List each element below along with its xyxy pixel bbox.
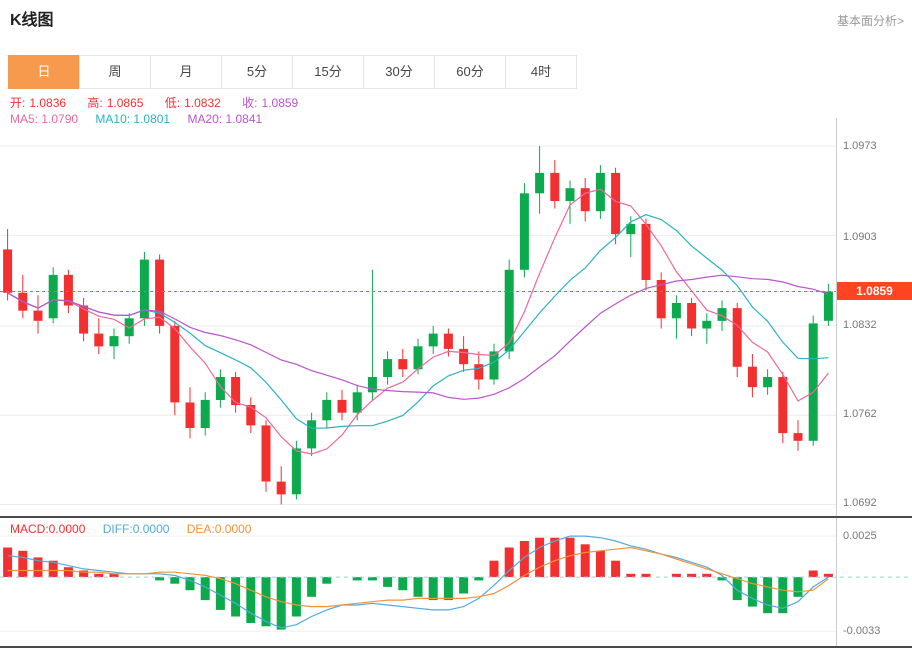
open-value: 1.0836 bbox=[29, 96, 67, 110]
diff-value: DIFF:0.0000 bbox=[102, 522, 170, 536]
current-price-badge: 1.0859 bbox=[837, 282, 912, 300]
macd-axis-label: 0.0025 bbox=[843, 530, 877, 542]
page-title: K线图 bbox=[10, 12, 54, 29]
period-tabs: 日 周 月 5分 15分 30分 60分 4时 bbox=[8, 55, 577, 89]
ma10-readout: MA10: 1.0801 bbox=[95, 112, 171, 126]
high-value: 1.0865 bbox=[106, 96, 144, 110]
macd-value: MACD:0.0000 bbox=[10, 522, 86, 536]
close-label: 收: bbox=[242, 96, 258, 110]
tab-60min[interactable]: 60分 bbox=[434, 55, 506, 89]
bottom-border bbox=[0, 646, 912, 648]
ma-readout: MA5: 1.0790 MA10: 1.0801 MA20: 1.0841 bbox=[10, 112, 276, 126]
tab-daily[interactable]: 日 bbox=[8, 55, 80, 89]
macd-chart[interactable] bbox=[0, 518, 912, 646]
price-axis-label: 1.0973 bbox=[843, 140, 877, 152]
tab-5min[interactable]: 5分 bbox=[221, 55, 293, 89]
high-label: 高: bbox=[87, 96, 103, 110]
price-axis-label: 1.0903 bbox=[843, 231, 877, 243]
fundamental-analysis-link[interactable]: 基本面分析> bbox=[836, 14, 904, 28]
price-axis-label: 1.0692 bbox=[843, 497, 877, 509]
tab-30min[interactable]: 30分 bbox=[363, 55, 435, 89]
price-axis-border bbox=[836, 118, 837, 646]
tab-15min[interactable]: 15分 bbox=[292, 55, 364, 89]
macd-axis-label: -0.0033 bbox=[843, 625, 881, 637]
price-axis-label: 1.0832 bbox=[843, 319, 877, 331]
tab-4hour[interactable]: 4时 bbox=[505, 55, 577, 89]
low-label: 低: bbox=[164, 96, 181, 110]
price-axis-label: 1.0762 bbox=[843, 408, 877, 420]
ohlc-readout: 开: 1.0836 高: 1.0865 低: 1.0832 收: 1.0859 bbox=[10, 94, 316, 111]
candlestick-chart[interactable] bbox=[0, 118, 836, 516]
tab-weekly[interactable]: 周 bbox=[79, 55, 151, 89]
macd-readout: MACD:0.0000 DIFF:0.0000 DEA:0.0000 bbox=[10, 522, 265, 536]
close-value: 1.0859 bbox=[261, 96, 299, 110]
panel-divider bbox=[0, 516, 912, 518]
tab-monthly[interactable]: 月 bbox=[150, 55, 222, 89]
dea-value: DEA:0.0000 bbox=[186, 522, 252, 536]
open-label: 开: bbox=[10, 96, 26, 110]
ma20-readout: MA20: 1.0841 bbox=[187, 112, 263, 126]
ma5-readout: MA5: 1.0790 bbox=[10, 112, 79, 126]
low-value: 1.0832 bbox=[184, 96, 221, 110]
